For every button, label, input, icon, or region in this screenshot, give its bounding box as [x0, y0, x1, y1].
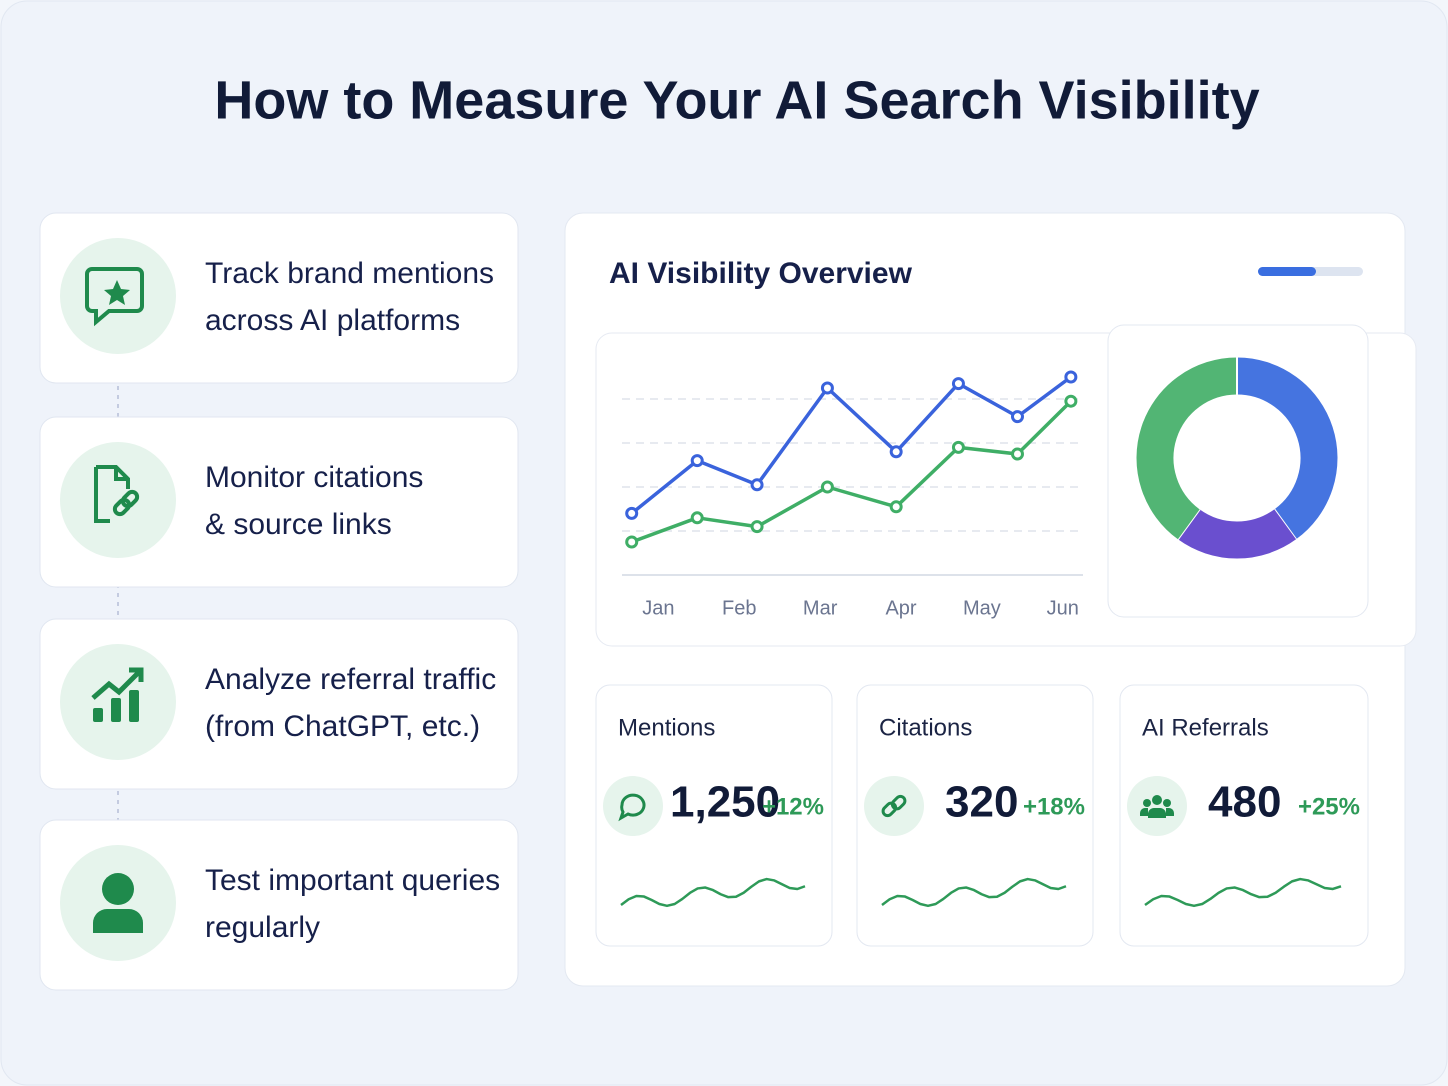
stat-label: AI Referrals [1142, 714, 1269, 741]
donut-segment [1236, 357, 1338, 540]
stat-icon-bg [603, 776, 663, 836]
x-tick-label: Apr [885, 597, 916, 619]
data-point [820, 480, 834, 494]
sparkline [881, 877, 1067, 908]
x-tick-label: Feb [722, 597, 756, 619]
stat-label: Citations [879, 714, 972, 741]
main-title: How to Measure Your AI Search Visibility [214, 70, 1259, 130]
data-point [1064, 370, 1078, 384]
stat-icon-bg [1127, 776, 1187, 836]
data-point [951, 440, 965, 454]
stat-change: +25% [1298, 793, 1360, 820]
series-line [631, 399, 1073, 544]
stat-value: 480 [1208, 778, 1281, 827]
data-point [1010, 447, 1024, 461]
stat-change: +12% [762, 793, 824, 820]
step-text: & source links [205, 508, 392, 541]
donut-segment [1136, 357, 1238, 540]
progress-fill [1258, 267, 1316, 276]
step-text: Track brand mentions [205, 257, 494, 290]
data-point [889, 500, 903, 514]
data-point [1064, 394, 1078, 408]
step-icon [91, 667, 144, 722]
step-icon [85, 267, 144, 327]
stat-change: +18% [1023, 793, 1085, 820]
sparkline [1144, 877, 1342, 908]
series-line [630, 375, 1072, 515]
stat-icon [618, 793, 646, 822]
data-point [625, 506, 639, 520]
steps: Track brand mentions across AI platforms M… [39, 212, 519, 991]
stats: Mentions 1,250+12% Citations 320 +18% AI Refe… [595, 684, 1369, 947]
x-tick-label: Mar [803, 597, 838, 619]
step-icon-bg [60, 442, 176, 558]
data-point [750, 520, 764, 534]
x-tick-label: Jun [1047, 597, 1079, 619]
line-chart: Jan Feb Mar Apr May Jun [622, 370, 1083, 619]
stat-value: 1,250 [670, 778, 780, 827]
dashboard-title: AI Visibility Overview [609, 257, 913, 290]
step-icon [93, 873, 143, 933]
x-tick-label: Jan [642, 597, 674, 619]
step-text: (from ChatGPT, etc.) [205, 710, 480, 743]
donut-chart [1136, 357, 1338, 559]
data-point [951, 377, 965, 391]
data-point [690, 454, 704, 468]
stat-label: Mentions [618, 714, 715, 741]
step-text: Analyze referral traffic [205, 663, 496, 696]
data-point [690, 511, 704, 525]
data-point [889, 445, 903, 459]
data-point [750, 478, 764, 492]
stat-value: 320 [945, 778, 1018, 827]
stat-icon [881, 794, 907, 818]
step-text: Test important queries [205, 864, 500, 897]
stat-icon [1140, 795, 1174, 818]
donut-segment [1177, 508, 1297, 559]
step-icon [94, 465, 140, 523]
step-text: Monitor citations [205, 461, 423, 494]
step-text: across AI platforms [205, 304, 460, 337]
sparkline [620, 877, 806, 908]
data-point [820, 381, 834, 395]
step-text: regularly [205, 911, 320, 944]
x-tick-label: May [963, 597, 1001, 619]
data-point [1010, 410, 1024, 424]
data-point [625, 535, 639, 549]
